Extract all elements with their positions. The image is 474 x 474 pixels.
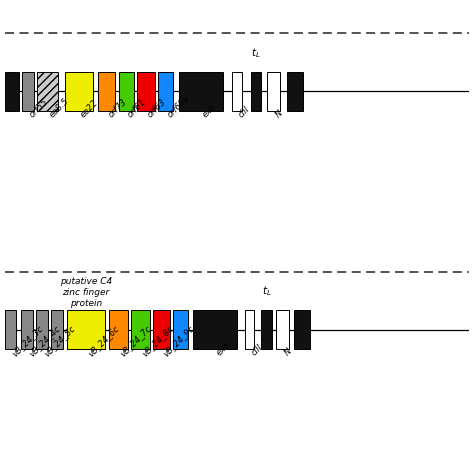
Text: vB_24_8c: vB_24_8c	[141, 323, 175, 358]
Text: orf63: orf63	[146, 97, 168, 119]
Bar	[36, 310, 48, 349]
Text: $t_L$: $t_L$	[262, 284, 272, 298]
Text: exo: exo	[201, 102, 218, 119]
Text: orf60a: orf60a	[165, 93, 191, 119]
Bar	[5, 72, 18, 110]
Text: vB_24_4c: vB_24_4c	[27, 323, 62, 358]
Text: $t_L$: $t_L$	[251, 46, 261, 60]
Bar	[173, 310, 188, 349]
Text: vB_24_9c: vB_24_9c	[162, 323, 196, 358]
Text: cIII: cIII	[250, 343, 264, 358]
Text: orf55: orf55	[28, 97, 50, 119]
Text: N: N	[273, 109, 284, 119]
Bar	[67, 310, 105, 349]
Bar	[22, 72, 34, 110]
Bar	[118, 72, 134, 110]
Bar	[276, 310, 289, 349]
Bar	[137, 72, 155, 110]
Bar	[232, 72, 242, 110]
Bar	[37, 72, 58, 110]
Bar	[154, 310, 170, 349]
Text: ea22: ea22	[79, 98, 100, 119]
Text: exo: exo	[215, 340, 232, 358]
Bar	[261, 310, 272, 349]
Text: vB_24_5c: vB_24_5c	[42, 323, 76, 358]
Text: orf61: orf61	[126, 97, 148, 119]
Bar	[267, 72, 280, 110]
Bar	[98, 72, 115, 110]
Bar	[21, 310, 33, 349]
Text: N: N	[283, 347, 294, 358]
Bar	[179, 72, 223, 110]
Text: vB_24_7c: vB_24_7c	[118, 323, 153, 358]
Text: cIII: cIII	[237, 104, 252, 119]
Bar	[109, 310, 128, 349]
Text: vB_24_3c: vB_24_3c	[10, 323, 45, 358]
Bar	[51, 310, 63, 349]
Bar	[245, 310, 255, 349]
Bar	[251, 72, 261, 110]
Bar	[65, 72, 93, 110]
Text: vB_24_6c: vB_24_6c	[86, 323, 121, 358]
Bar	[131, 310, 150, 349]
Text: ea8.5: ea8.5	[48, 96, 71, 119]
Text: orf73: orf73	[106, 97, 128, 119]
Bar	[158, 72, 173, 110]
Bar	[294, 310, 310, 349]
Text: putative C4
zinc finger
protein: putative C4 zinc finger protein	[60, 277, 112, 308]
Bar	[5, 310, 16, 349]
Bar	[193, 310, 237, 349]
Bar	[287, 72, 303, 110]
